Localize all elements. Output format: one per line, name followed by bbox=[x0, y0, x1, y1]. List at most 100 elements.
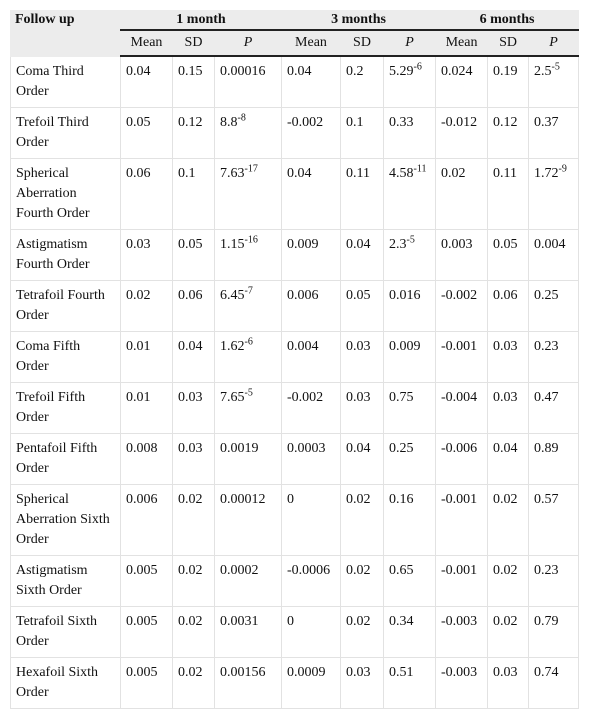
table-cell: 0.005 bbox=[120, 554, 173, 607]
table-cell: 0.04 bbox=[340, 228, 384, 281]
table-cell: 0.51 bbox=[382, 656, 437, 709]
cell-exponent: -6 bbox=[244, 335, 253, 347]
cell-exponent: -6 bbox=[413, 61, 422, 73]
table-cell: 0.004 bbox=[528, 228, 580, 281]
cell-base: 8.8 bbox=[220, 114, 238, 130]
table-cell: 0.02 bbox=[487, 605, 530, 658]
table-cell: -0.004 bbox=[435, 381, 489, 434]
row-label: Pentafoil Fifth Order bbox=[10, 432, 121, 485]
table-cell: 0.03 bbox=[340, 330, 384, 383]
table-cell: 8.8-8 bbox=[214, 106, 282, 159]
cell-base: 6.45 bbox=[220, 287, 245, 303]
table-cell: 0 bbox=[281, 605, 341, 658]
table-cell: 7.65-5 bbox=[214, 381, 282, 434]
table-row: Astigmatism Sixth Order 0.005 0.02 0.0002 -0… bbox=[10, 554, 580, 607]
table-row: Trefoil Third Order 0.05 0.12 8.8-8 -0.002 0.… bbox=[10, 106, 580, 159]
table-cell: -0.006 bbox=[435, 432, 489, 485]
table-cell: 0.02 bbox=[120, 279, 173, 332]
table-cell: 0.0031 bbox=[214, 605, 282, 658]
table-cell: 0.19 bbox=[487, 55, 530, 108]
table-cell: 0.74 bbox=[528, 656, 580, 709]
table-row: Tetrafoil Sixth Order 0.005 0.02 0.0031 0 0.0… bbox=[10, 605, 580, 658]
cell-base: 5.29 bbox=[389, 64, 414, 79]
table-cell: 0.23 bbox=[528, 330, 580, 383]
table-cell: 0.003 bbox=[435, 228, 489, 281]
cell-base: 1.15 bbox=[220, 236, 245, 252]
cell-exponent: -9 bbox=[558, 162, 567, 174]
row-label: Hexafoil Sixth Order bbox=[10, 656, 121, 709]
table-cell: 0.75 bbox=[382, 381, 437, 434]
table-cell: 0.12 bbox=[487, 106, 530, 159]
table-row: Spherical Aberration Fourth Order 0.06 0.1… bbox=[10, 157, 580, 230]
table-cell: 0.03 bbox=[487, 381, 530, 434]
table-cell: 0.00156 bbox=[214, 656, 282, 709]
cell-base: 4.58 bbox=[389, 165, 414, 181]
table-cell: 0.05 bbox=[487, 228, 530, 281]
sub-header: SD bbox=[172, 29, 215, 57]
table-cell: 0.01 bbox=[120, 381, 173, 434]
table-cell: 0.34 bbox=[382, 605, 437, 658]
table-cell: 0.006 bbox=[281, 279, 341, 332]
table-cell: 0.00012 bbox=[214, 483, 282, 556]
cell-exponent: -5 bbox=[244, 386, 253, 398]
table-cell: -0.002 bbox=[281, 381, 341, 434]
table-cell: 0.02 bbox=[172, 656, 215, 709]
row-label: Tetrafoil Fourth Order bbox=[10, 279, 121, 332]
table-cell: 0.04 bbox=[120, 55, 173, 108]
row-label: Astigmatism Sixth Order bbox=[10, 554, 121, 607]
group-header: 1 month bbox=[120, 10, 282, 31]
row-label: Spherical Aberration Sixth Order bbox=[10, 483, 121, 556]
table-cell: 0 bbox=[281, 483, 341, 556]
table-cell: 0.05 bbox=[120, 106, 173, 159]
table-cell: 5.29-6 bbox=[382, 55, 437, 108]
table-cell: 0.37 bbox=[528, 106, 580, 159]
sub-header: SD bbox=[340, 29, 384, 57]
table-cell: 0.25 bbox=[528, 279, 580, 332]
table-row: Coma Fifth Order 0.01 0.04 1.62-6 0.004 0.03 0… bbox=[10, 330, 580, 383]
table-cell: -0.003 bbox=[435, 605, 489, 658]
table-cell: 0.04 bbox=[281, 55, 341, 108]
table-cell: 0.02 bbox=[340, 554, 384, 607]
cell-base: 7.63 bbox=[220, 165, 245, 181]
table-cell: 7.63-17 bbox=[214, 157, 282, 230]
table-cell: 0.16 bbox=[382, 483, 437, 556]
cell-exponent: -16 bbox=[244, 233, 258, 245]
cell-base: 2.3 bbox=[389, 236, 407, 252]
table-cell: 0.25 bbox=[382, 432, 437, 485]
table-cell: 0.47 bbox=[528, 381, 580, 434]
cell-exponent: -11 bbox=[413, 162, 427, 174]
table-cell: -0.001 bbox=[435, 330, 489, 383]
table-row: Spherical Aberration Sixth Order 0.006 0.0… bbox=[10, 483, 580, 556]
table-cell: 2.3-5 bbox=[382, 228, 437, 281]
table-cell: 0.01 bbox=[120, 330, 173, 383]
sub-header: Mean bbox=[435, 29, 489, 57]
table-cell: 0.06 bbox=[120, 157, 173, 230]
table-cell: 0.004 bbox=[281, 330, 341, 383]
group-header: 3 months bbox=[280, 10, 437, 31]
table-cell: 0.06 bbox=[487, 279, 530, 332]
table-cell: -0.001 bbox=[435, 483, 489, 556]
table-cell: -0.002 bbox=[281, 106, 341, 159]
table-cell: 0.03 bbox=[487, 656, 530, 709]
table-row: Coma Third Order 0.04 0.15 0.00016 0.04 0.2 5.… bbox=[10, 55, 580, 108]
table-cell: 0.33 bbox=[382, 106, 437, 159]
table-cell: 0.0019 bbox=[214, 432, 282, 485]
table-cell: 0.04 bbox=[281, 157, 341, 230]
cell-base: 7.65 bbox=[220, 389, 245, 405]
table-cell: 0.0009 bbox=[281, 656, 341, 709]
table-cell: 0.11 bbox=[340, 157, 384, 230]
results-table: Follow up 1 month 3 months 6 months Mean SD P… bbox=[10, 10, 580, 709]
table-cell: 0.05 bbox=[172, 228, 215, 281]
table-row: Tetrafoil Fourth Order 0.02 0.06 6.45-7 0.00… bbox=[10, 279, 580, 332]
row-label: Coma Fifth Order bbox=[10, 330, 121, 383]
group-header: 6 months bbox=[435, 10, 580, 31]
table-cell: 0.024 bbox=[435, 55, 489, 108]
table-cell: 0.02 bbox=[172, 483, 215, 556]
table-row: Astigmatism Fourth Order 0.03 0.05 1.15-16 0… bbox=[10, 228, 580, 281]
table-cell: -0.012 bbox=[435, 106, 489, 159]
cell-exponent: -8 bbox=[237, 111, 246, 123]
table-cell: 0.04 bbox=[487, 432, 530, 485]
table-cell: 0.15 bbox=[172, 55, 215, 108]
table-cell: 0.006 bbox=[120, 483, 173, 556]
